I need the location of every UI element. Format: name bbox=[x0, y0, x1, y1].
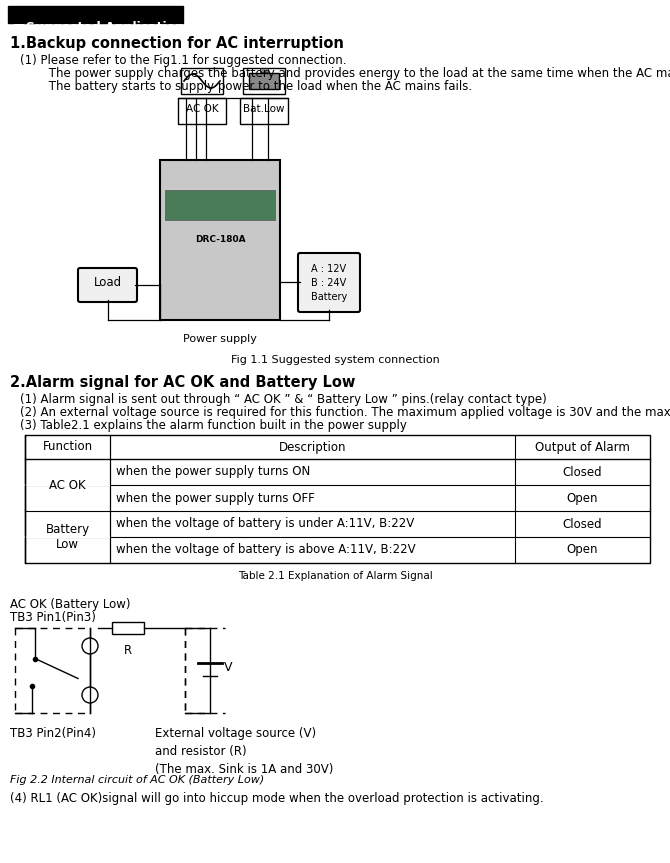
Bar bbox=[260, 68, 268, 72]
Text: ■: ■ bbox=[13, 21, 25, 34]
Text: 2.Alarm signal for AC OK and Battery Low: 2.Alarm signal for AC OK and Battery Low bbox=[10, 375, 355, 390]
Circle shape bbox=[82, 638, 98, 654]
Text: B : 24V: B : 24V bbox=[312, 278, 346, 288]
FancyBboxPatch shape bbox=[78, 268, 137, 302]
Text: External voltage source (V)
and resistor (R)
(The max. Sink is 1A and 30V): External voltage source (V) and resistor… bbox=[155, 727, 334, 776]
Bar bbox=[249, 73, 279, 89]
Text: (1) Alarm signal is sent out through “ AC OK ” & “ Battery Low ” pins.(relay con: (1) Alarm signal is sent out through “ A… bbox=[20, 393, 547, 406]
Text: R: R bbox=[124, 644, 132, 657]
Text: Suggested Application: Suggested Application bbox=[26, 21, 184, 34]
Text: Table 2.1 Explanation of Alarm Signal: Table 2.1 Explanation of Alarm Signal bbox=[238, 571, 432, 581]
Text: (4) RL1 (AC OK)signal will go into hiccup mode when the overload protection is a: (4) RL1 (AC OK)signal will go into hiccu… bbox=[10, 792, 543, 805]
Text: V: V bbox=[224, 661, 232, 674]
Text: AC OK: AC OK bbox=[186, 104, 218, 114]
Text: Closed: Closed bbox=[563, 465, 602, 478]
Bar bbox=[112, 622, 144, 634]
FancyBboxPatch shape bbox=[298, 253, 360, 312]
Text: Fig 1.1 Suggested system connection: Fig 1.1 Suggested system connection bbox=[230, 355, 440, 365]
Text: Open: Open bbox=[567, 544, 598, 557]
Text: (3) Table2.1 explains the alarm function built in the power supply: (3) Table2.1 explains the alarm function… bbox=[20, 419, 407, 432]
Text: when the voltage of battery is under A:11V, B:22V: when the voltage of battery is under A:1… bbox=[116, 518, 414, 531]
Text: 1.Backup connection for AC interruption: 1.Backup connection for AC interruption bbox=[10, 36, 344, 51]
Text: when the power supply turns OFF: when the power supply turns OFF bbox=[116, 492, 315, 505]
Bar bbox=[8, 6, 183, 23]
Text: Battery
Low: Battery Low bbox=[46, 522, 90, 551]
Bar bbox=[165, 190, 275, 220]
Bar bbox=[181, 68, 223, 94]
Text: when the voltage of battery is above A:11V, B:22V: when the voltage of battery is above A:1… bbox=[116, 544, 415, 557]
Bar bbox=[240, 98, 288, 124]
Text: Power supply: Power supply bbox=[183, 334, 257, 344]
Text: Battery: Battery bbox=[311, 292, 347, 302]
Text: Output of Alarm: Output of Alarm bbox=[535, 440, 630, 453]
Bar bbox=[243, 68, 285, 94]
Text: AC OK: AC OK bbox=[49, 478, 86, 492]
Bar bbox=[160, 160, 280, 320]
Text: Bat.Low: Bat.Low bbox=[243, 104, 285, 114]
Text: DRC-180A: DRC-180A bbox=[195, 236, 245, 244]
Text: The power supply charges the battery and provides energy to the load at the same: The power supply charges the battery and… bbox=[30, 67, 670, 80]
Text: (2) An external voltage source is required for this function. The maximum applie: (2) An external voltage source is requir… bbox=[20, 406, 670, 419]
Text: Fig 2.2 Internal circuit of AC OK (Battery Low): Fig 2.2 Internal circuit of AC OK (Batte… bbox=[10, 775, 264, 785]
Bar bbox=[178, 98, 226, 124]
Text: Description: Description bbox=[279, 440, 346, 453]
Text: Closed: Closed bbox=[563, 518, 602, 531]
Text: (1) Please refer to the Fig1.1 for suggested connection.: (1) Please refer to the Fig1.1 for sugge… bbox=[20, 54, 346, 67]
Text: TB3 Pin2(Pin4): TB3 Pin2(Pin4) bbox=[10, 727, 96, 740]
Text: Load: Load bbox=[93, 276, 121, 289]
Bar bbox=[25, 435, 650, 563]
Text: when the power supply turns ON: when the power supply turns ON bbox=[116, 465, 310, 478]
Circle shape bbox=[82, 687, 98, 703]
Text: AC OK (Battery Low): AC OK (Battery Low) bbox=[10, 598, 131, 611]
Text: A : 12V: A : 12V bbox=[312, 264, 346, 274]
Text: The battery starts to supply power to the load when the AC mains fails.: The battery starts to supply power to th… bbox=[30, 80, 472, 93]
Text: Function: Function bbox=[42, 440, 92, 453]
Text: Open: Open bbox=[567, 492, 598, 505]
Text: TB3 Pin1(Pin3): TB3 Pin1(Pin3) bbox=[10, 611, 96, 624]
